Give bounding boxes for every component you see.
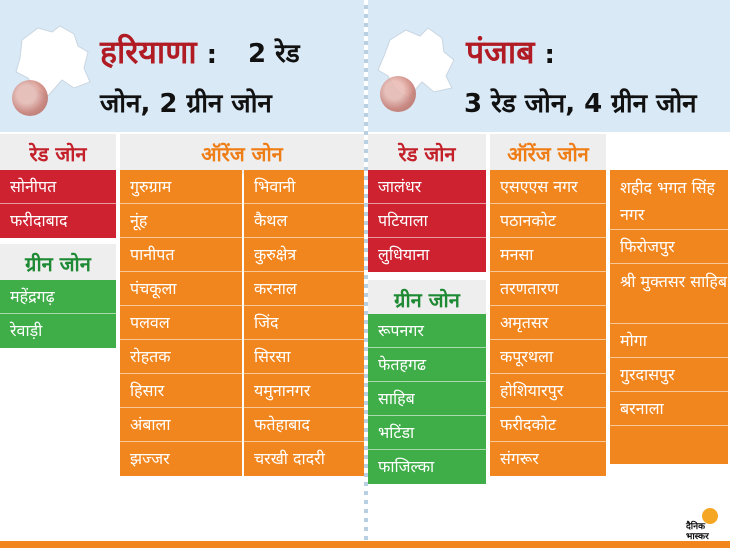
dainik-bhaskar-logo: दैनिक भास्कर: [686, 508, 726, 544]
list-item: गुरदासपुर: [610, 358, 728, 392]
list-item: भिवानी: [244, 170, 364, 204]
haryana-summary-line1: 2 रेड: [248, 39, 300, 69]
list-item: फिरोजपुर: [610, 230, 728, 264]
list-item: करनाल: [244, 272, 364, 306]
center-divider: [364, 0, 368, 548]
haryana-orange-zone-list-2: भिवानी कैथल कुरुक्षेत्र करनाल जिंद सिरसा…: [244, 170, 364, 476]
list-item: भटिंडा: [368, 416, 486, 450]
list-item: रेवाड़ी: [0, 314, 116, 348]
list-item: रोहतक: [120, 340, 242, 374]
list-item: मोगा: [610, 324, 728, 358]
list-item: फतेहाबाद: [244, 408, 364, 442]
punjab-red-zone-header: रेड जोन: [368, 134, 486, 174]
list-item: श्री मुक्तसर साहिब: [610, 264, 728, 324]
haryana-orange-zone-header: ऑरेंज जोन: [120, 134, 364, 174]
list-item: गुरुग्राम: [120, 170, 242, 204]
list-item: एसएएस नगर: [490, 170, 606, 204]
haryana-title: हरियाणा:: [100, 33, 218, 71]
bottom-bar: [0, 541, 730, 548]
list-item: फरीदाबाद: [0, 204, 116, 238]
list-item: हिसार: [120, 374, 242, 408]
virus-icon: [380, 76, 416, 112]
list-item: पलवल: [120, 306, 242, 340]
list-item: महेंद्रगढ़: [0, 280, 116, 314]
haryana-summary-line2: जोन, 2 ग्रीन जोन: [100, 89, 272, 119]
punjab-green-zone-header: ग्रीन जोन: [368, 280, 486, 320]
haryana-map-icon: [15, 25, 91, 97]
haryana-orange-zone-list-1: गुरुग्राम नूंह पानीपत पंचकूला पलवल रोहतक…: [120, 170, 242, 476]
list-item: अंबाला: [120, 408, 242, 442]
list-item: चरखी दादरी: [244, 442, 364, 476]
list-item: कपूरथला: [490, 340, 606, 374]
haryana-red-zone-header: रेड जोन: [0, 134, 116, 174]
punjab-summary: 3 रेड जोन, 4 ग्रीन जोन: [464, 89, 697, 119]
haryana-green-zone-list: महेंद्रगढ़ रेवाड़ी: [0, 280, 116, 348]
list-item: होशियारपुर: [490, 374, 606, 408]
haryana-green-zone-header: ग्रीन जोन: [0, 244, 116, 284]
punjab-green-zone-list: रूपनगर फेतहगढ साहिब भटिंडा फाजिल्का: [368, 314, 486, 484]
list-item: कुरुक्षेत्र: [244, 238, 364, 272]
list-item: बरनाला: [610, 392, 728, 426]
list-item: साहिब: [368, 382, 486, 416]
list-item: पानीपत: [120, 238, 242, 272]
sun-icon: [702, 508, 718, 524]
list-item: पंचकूला: [120, 272, 242, 306]
punjab-title: पंजाब:: [466, 33, 555, 71]
list-item: संगरूर: [490, 442, 606, 476]
list-item: कैथल: [244, 204, 364, 238]
virus-icon: [12, 80, 48, 116]
haryana-red-zone-list: सोनीपत फरीदाबाद: [0, 170, 116, 238]
list-item: लुधियाना: [368, 238, 486, 272]
list-item: फेतहगढ: [368, 348, 486, 382]
list-item: नूंह: [120, 204, 242, 238]
list-item: यमुनानगर: [244, 374, 364, 408]
list-item: तरणतारण: [490, 272, 606, 306]
punjab-orange-zone-list-1: एसएएस नगर पठानकोट मनसा तरणतारण अमृतसर कप…: [490, 170, 606, 476]
list-item: सिरसा: [244, 340, 364, 374]
punjab-orange-zone-list-2: शहीद भगत सिंह नगर फिरोजपुर श्री मुक्तसर …: [610, 170, 728, 464]
list-item: पठानकोट: [490, 204, 606, 238]
list-item: सोनीपत: [0, 170, 116, 204]
punjab-orange-zone-header: ऑरेंज जोन: [490, 134, 606, 174]
list-item: फरीदकोट: [490, 408, 606, 442]
list-item: रूपनगर: [368, 314, 486, 348]
list-item: फाजिल्का: [368, 450, 486, 484]
list-item-empty: [610, 426, 728, 464]
punjab-red-zone-list: जालंधर पटियाला लुधियाना: [368, 170, 486, 272]
list-item: पटियाला: [368, 204, 486, 238]
list-item: शहीद भगत सिंह नगर: [610, 170, 728, 230]
list-item: मनसा: [490, 238, 606, 272]
list-item: अमृतसर: [490, 306, 606, 340]
list-item: जालंधर: [368, 170, 486, 204]
list-item: जिंद: [244, 306, 364, 340]
list-item: झज्जर: [120, 442, 242, 476]
